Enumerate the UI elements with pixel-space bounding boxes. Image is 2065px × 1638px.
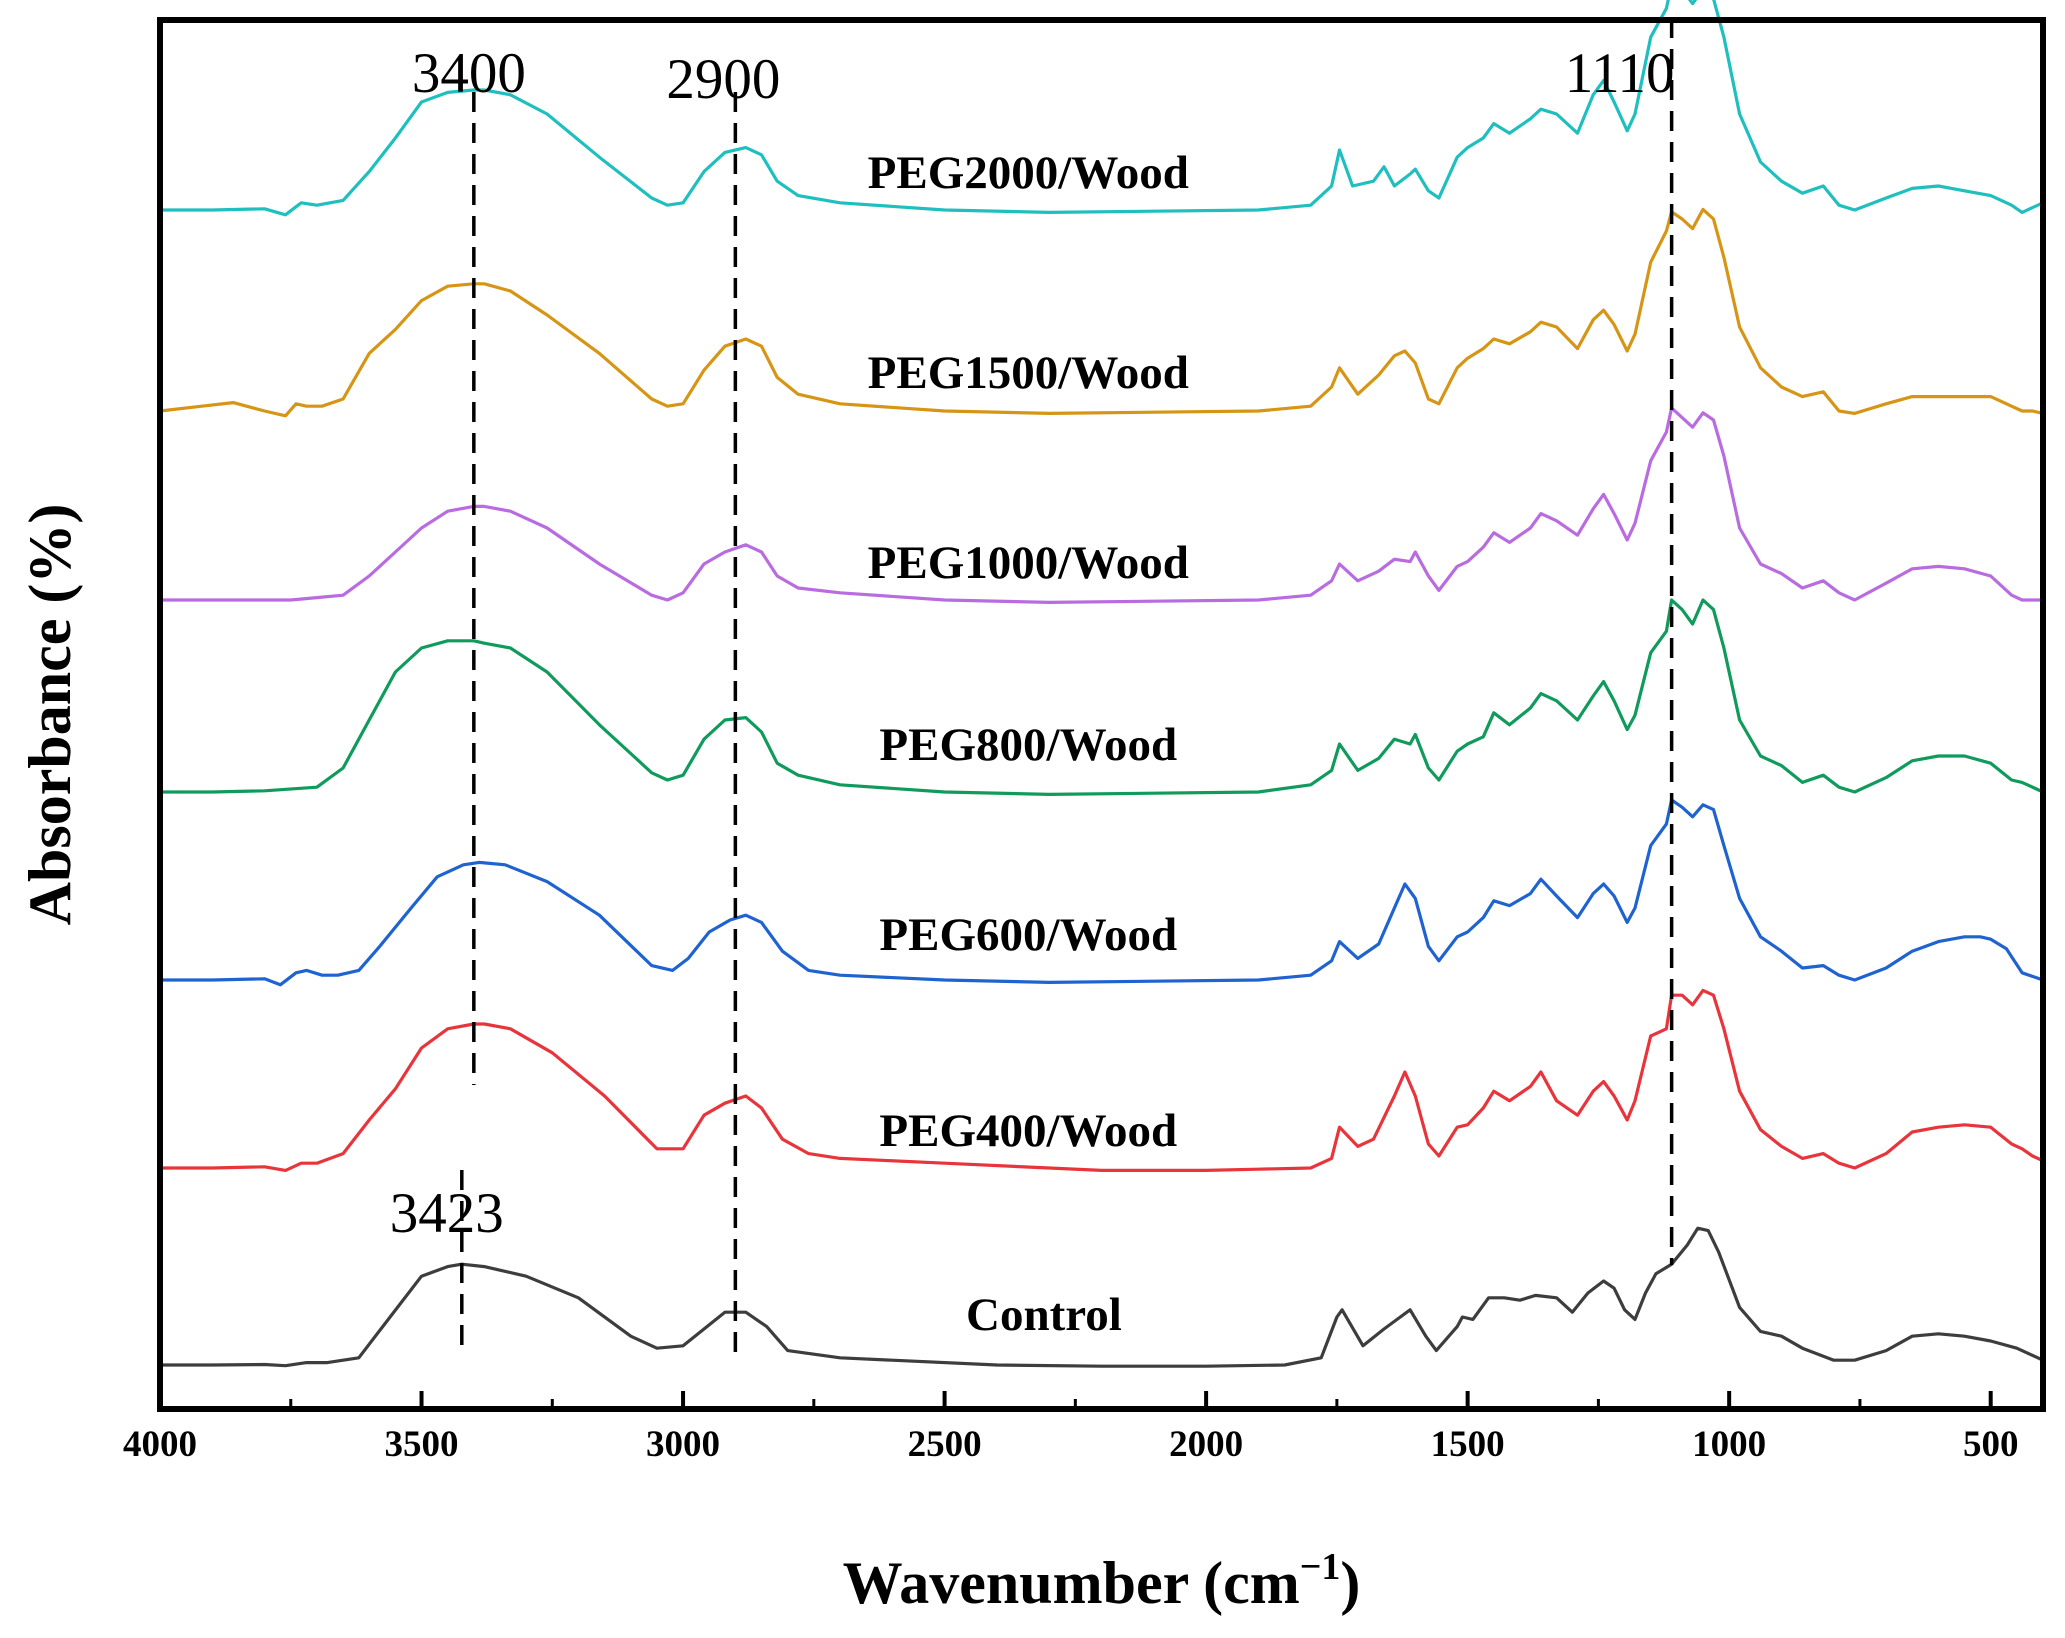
x-tick-label-3000: 3000 [646,1424,720,1465]
peak-label-3400: 3400 [412,42,526,105]
x-tick-label-1500: 1500 [1431,1424,1505,1465]
x-axis-title: Wavenumber (cm−1) [843,1546,1361,1616]
series-line-peg800-wood [158,598,2045,796]
peak-label-3423: 3423 [390,1182,504,1245]
x-tick-label-1000: 1000 [1692,1424,1766,1465]
x-tick-label-3500: 3500 [385,1424,459,1465]
x-tick-label-2000: 2000 [1169,1424,1243,1465]
series-line-peg600-wood [158,798,2045,987]
series-label-peg600-wood: PEG600/Wood [879,909,1177,961]
series-line-control [158,1226,2045,1368]
series-label-peg800-wood: PEG800/Wood [879,719,1177,771]
series-line-peg1000-wood [158,406,2045,604]
peak-label-1110: 1110 [1565,42,1675,105]
series-label-peg2000-wood: PEG2000/Wood [868,147,1189,199]
series-label-peg1000-wood: PEG1000/Wood [868,537,1189,589]
x-axis-ticks: 4000 3500 3000 2500 2000 1500 1000 500 [123,1391,2018,1465]
series-line-peg2000-wood [158,0,2045,217]
series-layer [158,0,2045,1368]
peak-label-2900: 2900 [666,48,780,111]
series-label-peg1500-wood: PEG1500/Wood [868,347,1189,399]
series-labels: Control PEG400/Wood PEG600/Wood PEG800/Wood… [868,147,1189,1341]
series-label-peg400-wood: PEG400/Wood [879,1105,1177,1157]
y-axis-title: Absorbance (%) [17,504,83,926]
x-tick-label-500: 500 [1963,1424,2019,1465]
peak-markers: 3400 2900 1110 3423 [390,18,1675,1360]
plot-frame [157,17,2046,1412]
x-tick-label-4000: 4000 [123,1424,197,1465]
series-label-control: Control [966,1289,1122,1341]
x-tick-label-2500: 2500 [908,1424,982,1465]
series-line-peg400-wood [158,988,2045,1172]
